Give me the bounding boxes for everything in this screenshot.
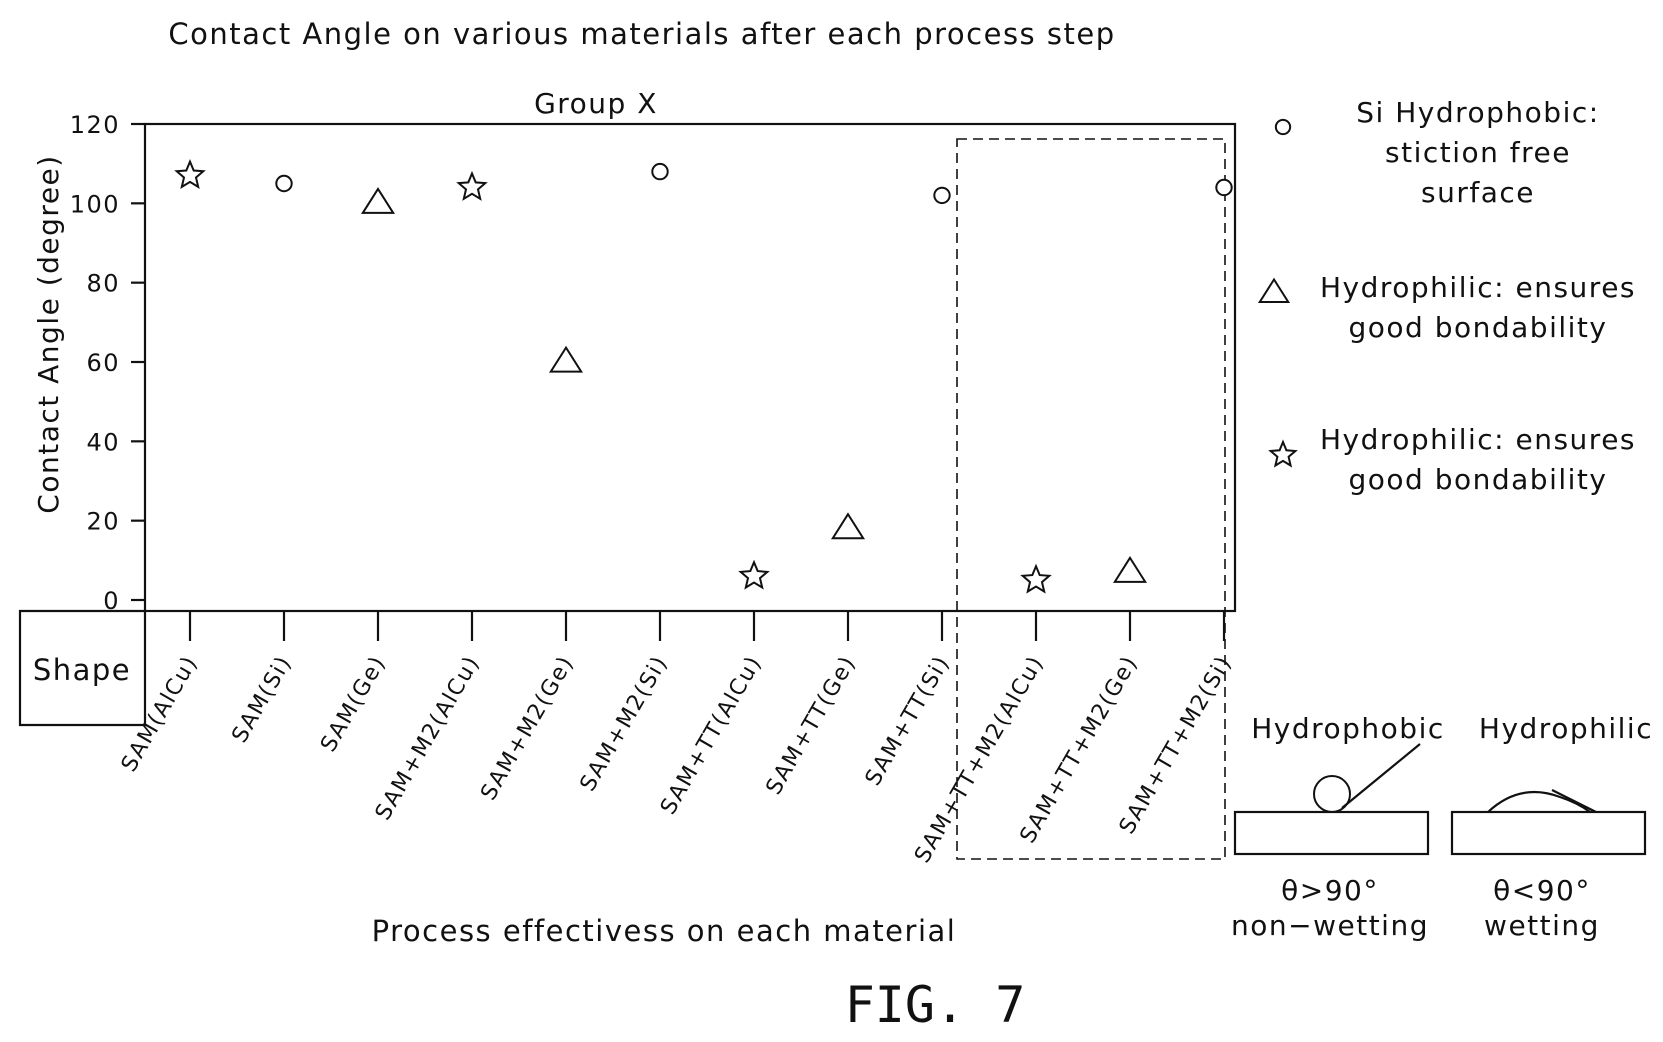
legend-label: Hydrophilic: ensures [1320,423,1636,456]
x-tick-label: SAM+TT(AlCu) [656,652,767,819]
hydrophilic-title: Hydrophilic [1479,712,1653,745]
data-points [174,158,1233,594]
y-tick-label: 60 [86,349,120,377]
x-axis: SAM(AlCu) SAM(Si) SAM(Ge)SAM+M2(AlCu)SAM+M… [117,611,1237,867]
legend-marker-star-icon [1268,439,1298,468]
shape-row-label: Shape [33,653,131,687]
data-point-star [738,559,770,590]
figure-label: FIG. 7 [845,976,1026,1034]
y-tick-label: 80 [86,270,120,298]
hydrophilic-caption: wetting [1484,909,1600,942]
legend-label: good bondability [1349,311,1608,344]
x-axis-label: Process effectivess on each material [372,914,957,948]
x-tick-label: SAM+M2(AlCu) [371,652,485,825]
hydrophilic-droplet-icon [1487,790,1591,813]
legend-marker-circle-icon [1274,118,1292,136]
hydrophobic-title: Hydrophobic [1251,712,1445,745]
y-tick-label: 0 [103,587,120,615]
legend-label: surface [1421,176,1535,209]
legend-marker-triangle-icon [1257,277,1291,303]
data-point-star [1020,563,1052,594]
data-point-circle [1215,178,1233,197]
data-point-circle [275,174,293,193]
chart-title: Contact Angle on various materials after… [168,17,1115,51]
chart-subtitle: Group X [534,87,658,120]
legend: Si Hydrophobic: stiction free surface Hydro… [1257,96,1636,496]
hydrophobic-condition: θ>90° [1281,874,1379,907]
hydrophilic-condition: θ<90° [1493,874,1591,907]
x-tick-label: SAM(Si) [227,652,297,748]
y-tick-label: 120 [70,111,120,139]
y-axis-label: Contact Angle (degree) [32,154,65,513]
data-point-star [174,158,206,189]
data-point-circle [651,162,669,181]
y-tick-label: 100 [70,190,120,218]
y-axis: 120 100 80 60 40 20 0 [70,111,145,615]
hydrophilic-substrate [1450,810,1647,856]
hydrophobic-substrate [1233,810,1430,856]
x-tick-label: SAM+M2(Ge) [476,652,579,805]
data-point-triangle [360,187,396,214]
shape-row-box [18,609,147,727]
x-tick-label: SAM(Ge) [316,652,391,757]
hydrophobic-angle-line [1341,743,1421,809]
y-tick-label: 40 [86,428,120,456]
x-tick-label: SAM+TT(Ge) [762,652,862,800]
data-point-triangle [1112,555,1148,583]
y-tick-label: 20 [86,508,120,536]
x-tick-label: SAM+TT(Si) [861,652,955,791]
wetting-inset: Hydrophobic θ>90° non−wetting Hydrophili… [1231,712,1653,942]
x-tick-label: SAM+M2(Si) [576,652,674,796]
legend-label: Si Hydrophobic: [1356,96,1599,129]
data-point-circle [933,186,951,205]
legend-label: good bondability [1349,463,1608,496]
data-point-triangle [548,345,584,373]
hydrophilic-angle-line [1551,789,1597,813]
hydrophobic-caption: non−wetting [1231,909,1429,942]
legend-label: Hydrophilic: ensures [1320,271,1636,304]
data-point-triangle [830,512,866,540]
legend-label: stiction free [1385,136,1571,169]
plot-area [143,122,1237,613]
data-point-star [456,170,488,201]
highlight-box [956,138,1226,860]
